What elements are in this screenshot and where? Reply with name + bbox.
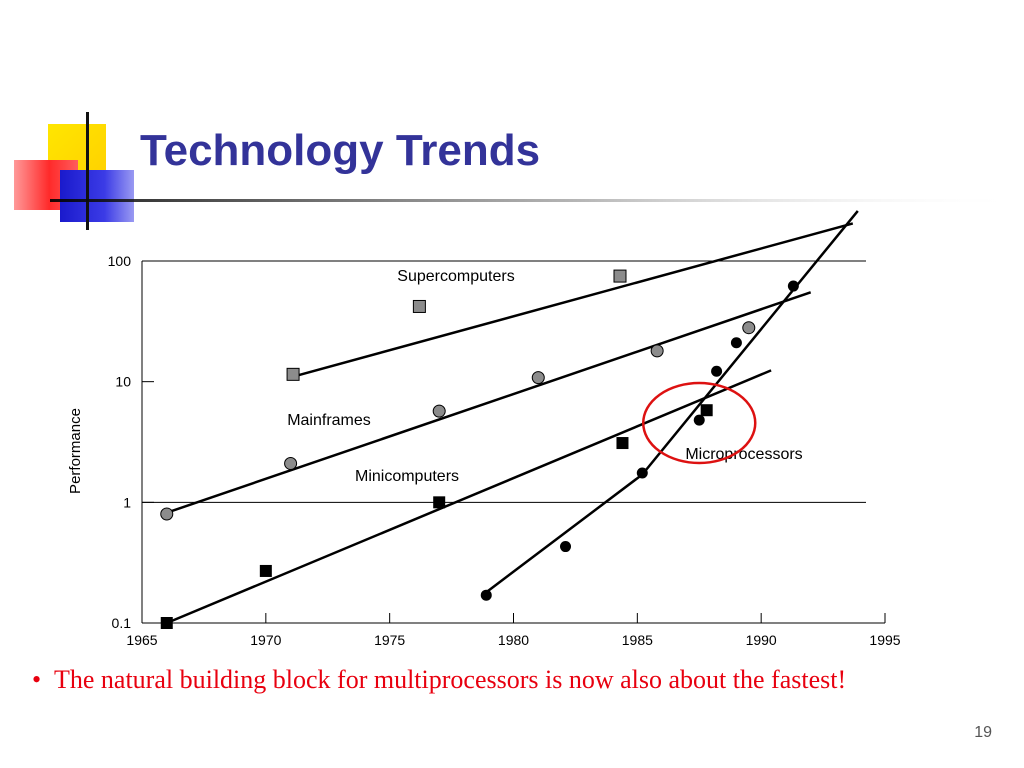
- supercomputers-label: Supercomputers: [397, 268, 514, 285]
- y-tick-label: 0.1: [112, 615, 132, 631]
- minicomputers-point: [259, 564, 272, 577]
- microprocessors-point: [730, 337, 742, 349]
- bullet-text: The natural building block for multiproc…: [54, 665, 847, 694]
- slide-title: Technology Trends: [140, 126, 541, 175]
- mainframes-point: [432, 404, 446, 418]
- mainframes-point: [742, 321, 756, 335]
- microprocessors-point: [787, 280, 799, 292]
- supercomputers-trend-line: [297, 222, 854, 377]
- deco-horizontal-line: [50, 199, 1024, 202]
- supercomputers-point: [412, 299, 426, 313]
- supercomputers-point: [613, 269, 627, 283]
- microprocessors-point: [560, 541, 572, 553]
- microprocessors-point: [636, 467, 648, 479]
- y-axis-ticks: 0.1 1 10 100: [108, 253, 154, 631]
- x-tick-label: 1985: [622, 632, 653, 648]
- series-labels: Supercomputers Mainframes Minicomputers Mic…: [287, 268, 802, 485]
- mainframes-label: Mainframes: [287, 412, 371, 429]
- y-axis-label: Performance: [67, 408, 84, 494]
- minicomputers-point: [433, 496, 446, 509]
- deco-vertical-line: [86, 112, 89, 230]
- x-tick-label: 1980: [498, 632, 529, 648]
- minicomputers-trend-line: [166, 369, 772, 625]
- x-tick-label: 1965: [126, 632, 157, 648]
- bullet-marker: •: [32, 665, 42, 694]
- minicomputers-point: [700, 404, 713, 417]
- microprocessors-point: [711, 365, 723, 377]
- supercomputers-point: [286, 367, 300, 381]
- slide-decoration: [14, 112, 1024, 230]
- microprocessors-point: [480, 589, 492, 601]
- microprocessors-label: Microprocessors: [685, 446, 802, 463]
- mainframes-trend-line: [166, 291, 812, 514]
- x-tick-label: 1990: [746, 632, 777, 648]
- page-number: 19: [974, 724, 992, 741]
- data-points: [160, 269, 799, 629]
- y-tick-label: 10: [115, 374, 131, 390]
- deco-blue-square: [60, 170, 134, 222]
- mainframes-point: [531, 371, 545, 385]
- mainframes-point: [650, 344, 664, 358]
- microprocessors-point: [693, 414, 705, 426]
- x-tick-label: 1970: [250, 632, 281, 648]
- mainframes-point: [160, 507, 174, 521]
- x-tick-label: 1975: [374, 632, 405, 648]
- minicomputers-point: [616, 437, 629, 450]
- bullet-point: • The natural building block for multipr…: [32, 664, 932, 695]
- minicomputers-label: Minicomputers: [355, 468, 459, 485]
- highlight-circle: [642, 381, 757, 465]
- minicomputers-point: [160, 617, 173, 629]
- y-tick-label: 1: [123, 494, 131, 510]
- x-tick-label: 1995: [869, 632, 900, 648]
- mainframes-point: [284, 456, 298, 470]
- microprocessors-trend-line: [485, 210, 859, 594]
- y-tick-label: 100: [108, 253, 132, 269]
- x-axis-ticks: 1965 1970 1975 1980 1985 1990 1995: [126, 613, 901, 648]
